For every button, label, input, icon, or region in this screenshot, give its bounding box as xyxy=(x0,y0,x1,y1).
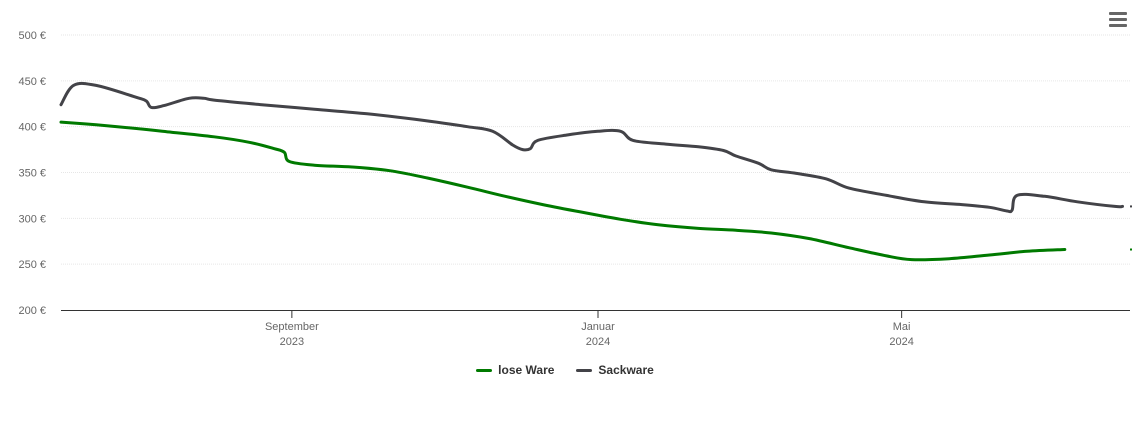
legend-label-sackware: Sackware xyxy=(598,363,654,377)
x-tick-year-label: 2024 xyxy=(586,336,610,348)
series-lines xyxy=(59,81,1124,262)
y-tick-label: 400 € xyxy=(18,122,46,134)
x-tick-year-label: 2024 xyxy=(889,336,913,348)
series-edge-markers xyxy=(1130,205,1132,251)
y-axis-ticks: 200 € 250 € 300 € 350 € 400 € 450 € 500 € xyxy=(18,30,46,317)
x-tick-label: September xyxy=(265,321,319,333)
y-tick-label: 500 € xyxy=(18,30,46,42)
legend: lose Ware Sackware xyxy=(0,363,1130,377)
y-tick-label: 450 € xyxy=(18,76,46,88)
chart-menu-icon[interactable] xyxy=(1108,12,1128,30)
series-line-sackware xyxy=(59,81,1124,214)
y-tick-label: 350 € xyxy=(18,168,46,180)
y-tick-label: 250 € xyxy=(18,259,46,271)
x-tick-label: Mai xyxy=(893,321,911,333)
legend-item-sackware[interactable]: Sackware xyxy=(576,363,654,377)
y-tick-label: 300 € xyxy=(18,213,46,225)
series-line-lose-ware xyxy=(59,120,1067,262)
y-tick-label: 200 € xyxy=(18,305,46,317)
legend-label-lose-ware: lose Ware xyxy=(498,363,555,377)
grid-lines xyxy=(61,34,1130,265)
legend-item-lose-ware[interactable]: lose Ware xyxy=(476,363,554,377)
x-tick-label: Januar xyxy=(581,321,615,333)
x-axis-ticks: September 2023 Januar 2024 Mai 2024 xyxy=(265,310,914,348)
legend-swatch-lose-ware xyxy=(476,368,493,372)
x-tick-year-label: 2023 xyxy=(280,336,304,348)
legend-swatch-sackware xyxy=(576,368,593,372)
